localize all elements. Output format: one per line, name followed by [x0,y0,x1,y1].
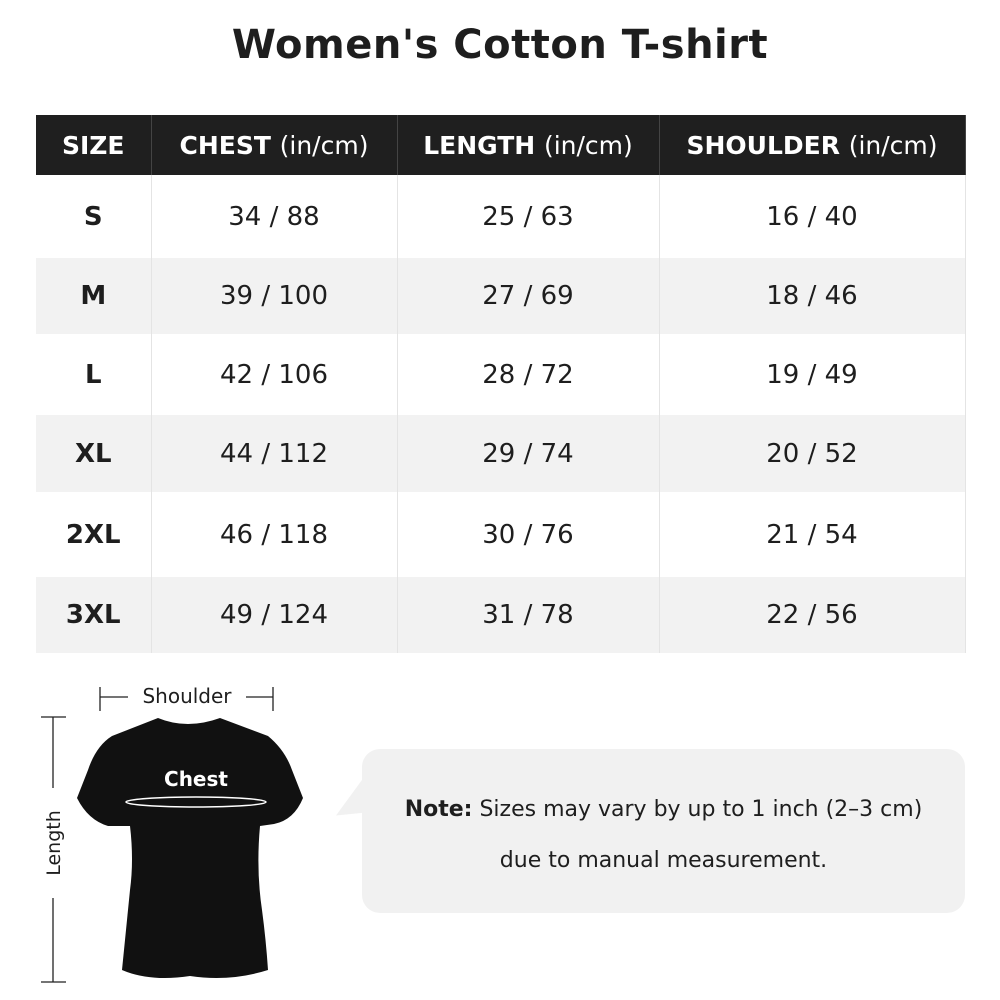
cell-length: 25 / 63 [397,175,660,258]
length-measure-line [41,716,66,983]
cell-length: 27 / 69 [397,258,660,334]
tshirt-diagram: Shoulder Length Chest [30,670,360,990]
length-label: Length [43,810,65,876]
size-chart-table: SIZE CHEST (in/cm) LENGTH (in/cm) SHOULD… [36,115,966,653]
cell-chest: 49 / 124 [151,577,398,653]
header-size: SIZE [36,115,152,175]
cell-shoulder: 16 / 40 [659,175,966,258]
cell-length: 30 / 76 [397,492,660,577]
cell-size: L [36,334,152,415]
cell-chest: 44 / 112 [151,415,398,492]
cell-length: 31 / 78 [397,577,660,653]
chest-label: Chest [164,767,228,791]
table-row: L 42 / 106 28 / 72 19 / 49 [36,334,966,415]
table-row: S 34 / 88 25 / 63 16 / 40 [36,175,966,258]
cell-shoulder: 19 / 49 [659,334,966,415]
note-line-2: due to manual measurement. [499,848,828,873]
cell-length: 29 / 74 [397,415,660,492]
table-row: XL 44 / 112 29 / 74 20 / 52 [36,415,966,492]
table-row: 3XL 49 / 124 31 / 78 22 / 56 [36,577,966,653]
cell-shoulder: 22 / 56 [659,577,966,653]
shoulder-label: Shoulder [142,684,232,708]
cell-chest: 34 / 88 [151,175,398,258]
header-length: LENGTH (in/cm) [397,115,660,175]
cell-chest: 42 / 106 [151,334,398,415]
note-line-1: Note: Sizes may vary by up to 1 inch (2–… [404,797,923,822]
note-bubble: Note: Sizes may vary by up to 1 inch (2–… [362,749,965,913]
cell-chest: 46 / 118 [151,492,398,577]
cell-shoulder: 21 / 54 [659,492,966,577]
header-shoulder: SHOULDER (in/cm) [659,115,966,175]
cell-shoulder: 20 / 52 [659,415,966,492]
cell-size: M [36,258,152,334]
table-row: 2XL 46 / 118 30 / 76 21 / 54 [36,492,966,577]
cell-shoulder: 18 / 46 [659,258,966,334]
cell-size: S [36,175,152,258]
shoulder-measure-line [99,687,274,711]
cell-length: 28 / 72 [397,334,660,415]
page-title: Women's Cotton T-shirt [231,22,769,68]
table-row: M 39 / 100 27 / 69 18 / 46 [36,258,966,334]
chest-measure-loop [125,796,267,808]
cell-size: XL [36,415,152,492]
tshirt-shape [77,718,303,978]
cell-size: 2XL [36,492,152,577]
cell-size: 3XL [36,577,152,653]
cell-chest: 39 / 100 [151,258,398,334]
header-chest: CHEST (in/cm) [151,115,398,175]
